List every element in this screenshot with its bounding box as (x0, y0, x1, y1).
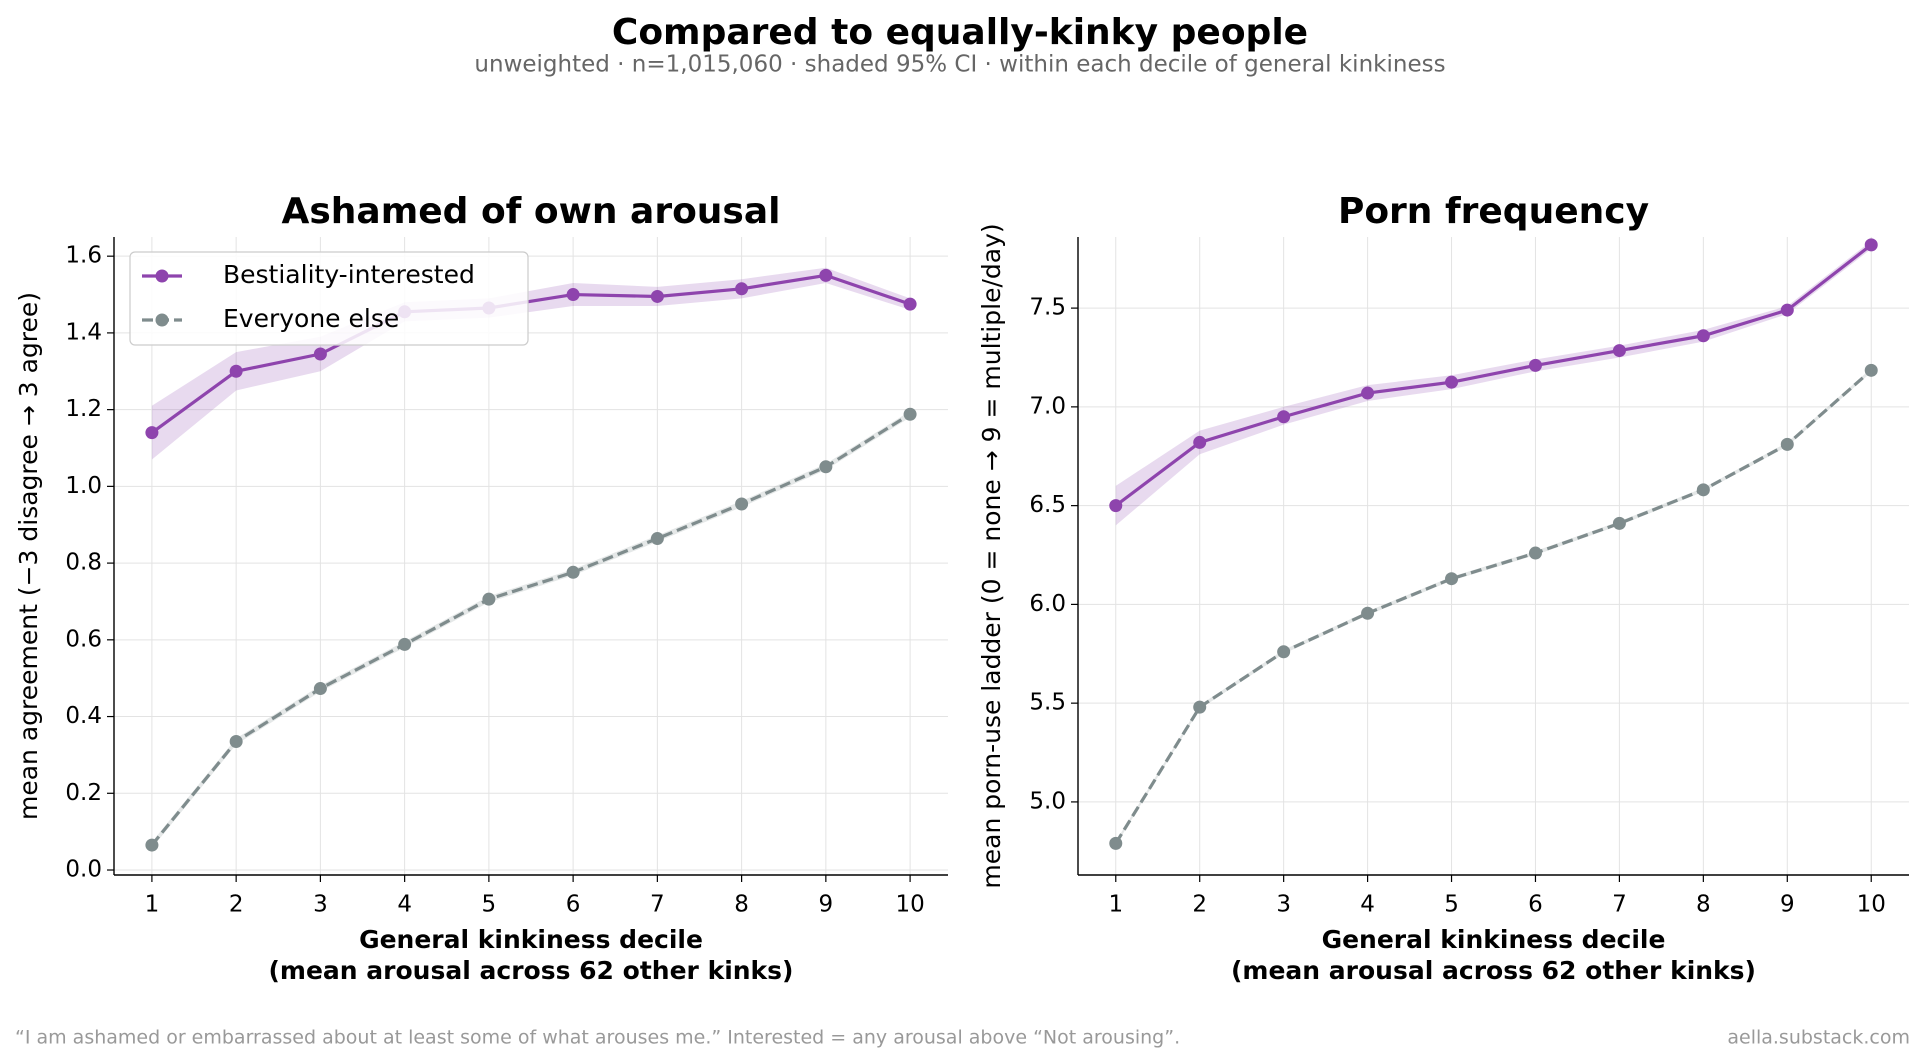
x-tick-label: 8 (734, 892, 749, 918)
legend-marker (155, 313, 169, 327)
point (1528, 546, 1542, 560)
ci-band (151, 411, 911, 849)
y-tick-label: 5.5 (1029, 690, 1066, 716)
x-tick-label: 3 (313, 892, 328, 918)
point (1864, 363, 1878, 377)
point (1528, 358, 1542, 372)
x-tick-label: 2 (229, 892, 244, 918)
point (229, 364, 243, 378)
x-axis-label: (mean arousal across 62 other kinks) (1231, 956, 1756, 985)
x-tick-label: 1 (145, 892, 160, 918)
point (903, 407, 917, 421)
y-tick-label: 1.2 (65, 396, 102, 422)
point (1696, 329, 1710, 343)
point (735, 497, 749, 511)
x-tick-label: 9 (819, 892, 834, 918)
y-tick-label: 6.0 (1029, 591, 1066, 617)
y-tick-label: 6.5 (1029, 492, 1066, 518)
x-axis-label: (mean arousal across 62 other kinks) (269, 956, 794, 985)
y-tick-label: 7.0 (1029, 393, 1066, 419)
y-tick-label: 5.0 (1029, 788, 1066, 814)
legend-label: Everyone else (223, 304, 399, 333)
point (1780, 437, 1794, 451)
source: aella.substack.com (1727, 1027, 1910, 1049)
y-tick-label: 1.6 (65, 243, 102, 269)
point (145, 838, 159, 852)
x-tick-label: 10 (895, 892, 924, 918)
x-tick-label: 7 (650, 892, 665, 918)
x-tick-label: 8 (1696, 892, 1711, 918)
point (1696, 483, 1710, 497)
x-tick-label: 9 (1780, 892, 1795, 918)
figure-subtitle: unweighted · n=1,015,060 · shaded 95% CI… (474, 52, 1445, 78)
point (313, 347, 327, 361)
point (1193, 700, 1207, 714)
point (903, 297, 917, 311)
x-tick-label: 6 (566, 892, 581, 918)
point (566, 565, 580, 579)
point (1361, 606, 1375, 620)
point (1445, 572, 1459, 586)
series-line (1114, 369, 1873, 845)
x-tick-label: 5 (482, 892, 497, 918)
x-tick-label: 10 (1857, 892, 1886, 918)
legend-box (129, 251, 529, 346)
point (1864, 238, 1878, 252)
legend-marker (155, 269, 169, 283)
x-tick-label: 6 (1528, 892, 1543, 918)
point (1780, 303, 1794, 317)
x-tick-label: 7 (1612, 892, 1627, 918)
y-axis-label: mean porn-use ladder (0 = none → 9 = mul… (977, 223, 1006, 888)
point (650, 532, 664, 546)
series-line (1114, 243, 1873, 507)
ci-band (151, 267, 911, 460)
point (819, 268, 833, 282)
point (1612, 344, 1626, 358)
series-line (150, 273, 911, 434)
point (482, 592, 496, 606)
footnote: “I am ashamed or embarrassed about at le… (15, 1027, 1180, 1049)
point (650, 289, 664, 303)
point (1193, 435, 1207, 449)
y-tick-label: 0.8 (65, 550, 102, 576)
point (1277, 410, 1291, 424)
ci-band (1115, 240, 1872, 526)
x-tick-label: 4 (1360, 892, 1375, 918)
point (1277, 645, 1291, 659)
point (398, 637, 412, 651)
point (145, 426, 159, 440)
point (819, 460, 833, 474)
point (735, 282, 749, 296)
y-tick-label: 0.0 (65, 857, 102, 883)
point (313, 682, 327, 696)
x-tick-label: 4 (397, 892, 412, 918)
point (1612, 516, 1626, 530)
y-axis-label: mean agreement (−3 disagree → 3 agree) (14, 292, 43, 820)
point (566, 288, 580, 302)
y-tick-label: 0.2 (65, 780, 102, 806)
y-tick-label: 7.5 (1029, 295, 1066, 321)
legend-label: Bestiality-interested (223, 260, 475, 289)
y-tick-label: 1.0 (65, 473, 102, 499)
x-tick-label: 1 (1108, 892, 1123, 918)
point (1109, 836, 1123, 850)
y-tick-label: 0.6 (65, 626, 102, 652)
point (229, 734, 243, 748)
point (1361, 386, 1375, 400)
figure-title: Compared to equally-kinky people (612, 12, 1308, 53)
series-line (150, 412, 911, 847)
x-tick-label: 2 (1192, 892, 1207, 918)
x-tick-label: 5 (1444, 892, 1459, 918)
x-axis-label: General kinkiness decile (359, 925, 703, 954)
x-axis-label: General kinkiness decile (1322, 925, 1666, 954)
x-tick-label: 3 (1276, 892, 1291, 918)
point (1445, 375, 1459, 389)
axes-title: Ashamed of own arousal (282, 191, 781, 232)
axes-title: Porn frequency (1338, 191, 1649, 232)
point (1109, 499, 1123, 513)
y-tick-label: 0.4 (65, 703, 102, 729)
y-tick-label: 1.4 (65, 319, 102, 345)
